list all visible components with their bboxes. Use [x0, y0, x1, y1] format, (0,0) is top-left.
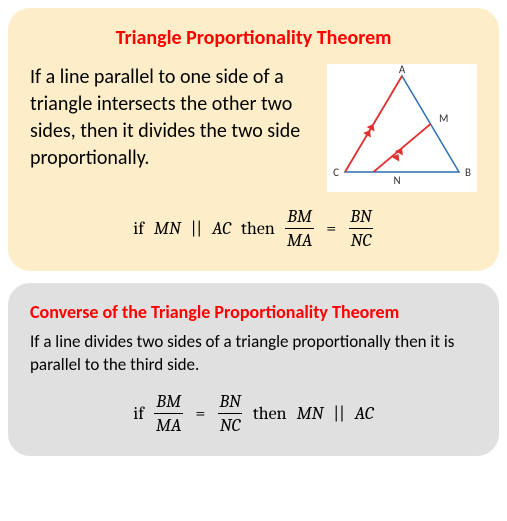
- frac-den: NC: [218, 413, 243, 436]
- frac-bn-nc: BN NC: [348, 206, 373, 251]
- converse-title: Converse of the Triangle Proportionality…: [30, 301, 477, 323]
- frac-bm-ma: BM MA: [154, 391, 183, 436]
- equals: =: [195, 403, 205, 424]
- cond-mn: MN: [297, 403, 324, 424]
- cond-mn: MN: [154, 218, 181, 239]
- theorem-text: If a line parallel to one side of a tria…: [30, 64, 315, 172]
- frac-num: BN: [348, 206, 373, 228]
- parallel-symbol: ||: [191, 218, 202, 239]
- frac-num: BM: [154, 391, 183, 413]
- frac-den: MA: [285, 228, 314, 251]
- theorem-title: Triangle Proportionality Theorem: [30, 26, 477, 50]
- frac-num: BM: [285, 206, 314, 228]
- theorem-row: If a line parallel to one side of a tria…: [30, 64, 477, 192]
- converse-formula: if BM MA = BN NC then MN || AC: [30, 391, 477, 436]
- cond-ac: AC: [355, 403, 374, 424]
- frac-bn-nc: BN NC: [217, 391, 242, 436]
- kw-then: then: [241, 218, 275, 239]
- frac-den: MA: [154, 413, 183, 436]
- kw-then: then: [253, 403, 287, 424]
- label-n: N: [393, 174, 400, 187]
- equals: =: [326, 218, 336, 239]
- theorem-formula: if MN || AC then BM MA = BN NC: [30, 206, 477, 251]
- label-b: B: [465, 166, 471, 179]
- kw-if: if: [133, 403, 144, 424]
- label-a: A: [399, 64, 406, 76]
- frac-bm-ma: BM MA: [285, 206, 314, 251]
- frac-den: NC: [349, 228, 374, 251]
- label-m: M: [439, 112, 448, 125]
- frac-num: BN: [217, 391, 242, 413]
- triangle-diagram: A B C M N: [327, 64, 477, 192]
- theorem-card: Triangle Proportionality Theorem If a li…: [8, 8, 499, 271]
- label-c: C: [333, 166, 339, 179]
- cond-ac: AC: [212, 218, 231, 239]
- parallel-symbol: ||: [333, 403, 344, 424]
- converse-card: Converse of the Triangle Proportionality…: [8, 283, 499, 456]
- kw-if: if: [133, 218, 144, 239]
- converse-text: If a line divides two sides of a triangl…: [30, 331, 477, 377]
